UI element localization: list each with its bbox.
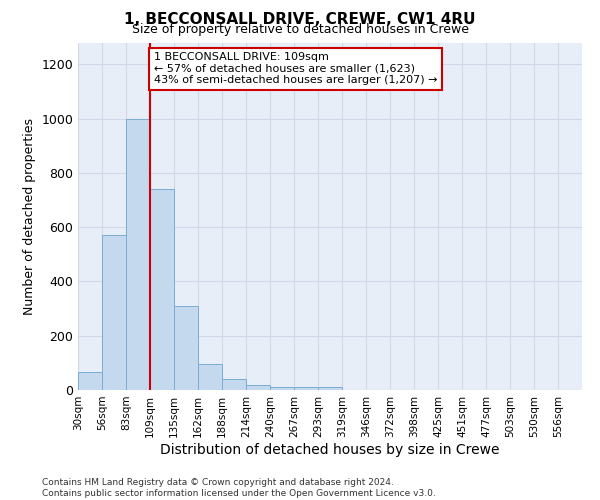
- Bar: [270, 388, 294, 390]
- Bar: [222, 379, 246, 390]
- Text: Contains HM Land Registry data © Crown copyright and database right 2024.
Contai: Contains HM Land Registry data © Crown c…: [42, 478, 436, 498]
- Bar: [198, 364, 222, 390]
- Text: Size of property relative to detached houses in Crewe: Size of property relative to detached ho…: [131, 22, 469, 36]
- Text: 1 BECCONSALL DRIVE: 109sqm
← 57% of detached houses are smaller (1,623)
43% of s: 1 BECCONSALL DRIVE: 109sqm ← 57% of deta…: [154, 52, 437, 85]
- Y-axis label: Number of detached properties: Number of detached properties: [23, 118, 36, 315]
- Bar: [174, 306, 198, 390]
- Bar: [246, 384, 270, 390]
- X-axis label: Distribution of detached houses by size in Crewe: Distribution of detached houses by size …: [160, 442, 500, 456]
- Bar: [318, 388, 342, 390]
- Bar: [150, 189, 174, 390]
- Bar: [294, 388, 318, 390]
- Text: 1, BECCONSALL DRIVE, CREWE, CW1 4RU: 1, BECCONSALL DRIVE, CREWE, CW1 4RU: [124, 12, 476, 28]
- Bar: [126, 118, 150, 390]
- Bar: [78, 372, 102, 390]
- Bar: [102, 236, 126, 390]
